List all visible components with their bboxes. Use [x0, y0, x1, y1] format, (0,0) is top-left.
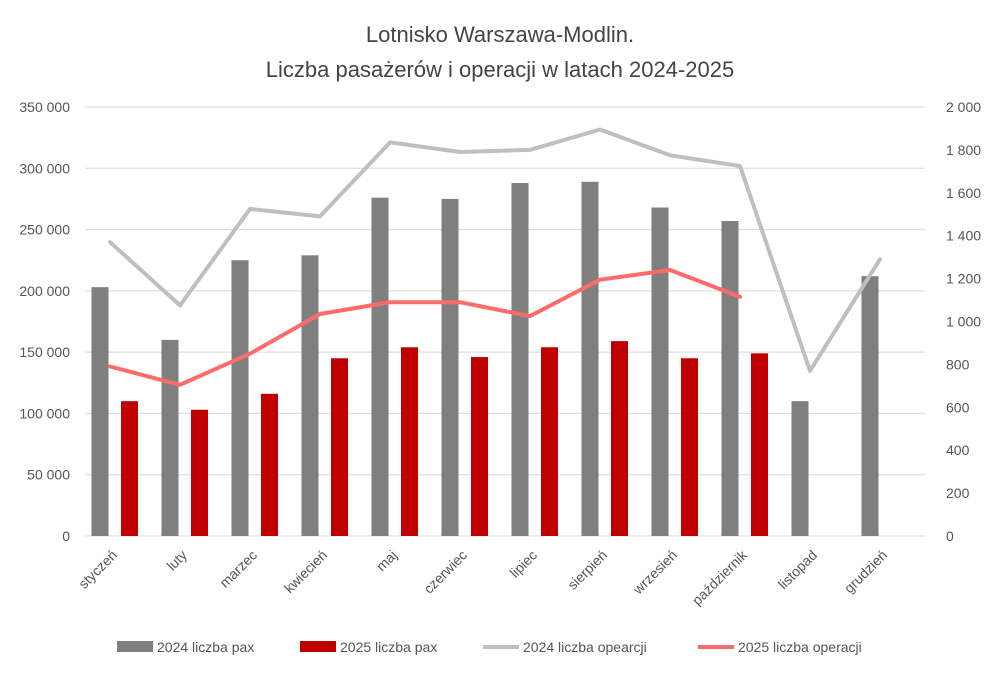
left-tick-label: 300 000: [19, 160, 70, 176]
bar-series: [91, 181, 879, 537]
bar-2025-liczba-pax: [331, 358, 348, 536]
bar-2024-liczba-pax: [581, 181, 599, 537]
bar-2025-liczba-pax: [191, 409, 208, 536]
chart-title-line-1: Lotnisko Warszawa-Modlin.: [366, 22, 634, 47]
bar-2024-liczba-pax: [791, 401, 809, 536]
category-label: sierpień: [564, 547, 610, 593]
bar-2024-liczba-pax: [161, 339, 179, 536]
category-label: grudzień: [841, 547, 890, 596]
bar-2024-liczba-pax: [511, 182, 529, 536]
bar-2025-liczba-pax: [541, 347, 558, 536]
legend-label: 2025 liczba pax: [340, 639, 437, 655]
chart-title-line-2: Liczba pasażerów i operacji w latach 202…: [266, 57, 734, 82]
line-2025-liczba-operacji: [108, 268, 742, 387]
bar-2025-liczba-pax: [261, 393, 278, 536]
left-axis-ticks: 0 50 000 100 000 150 000 200 000 250 000 300 0…: [19, 99, 70, 544]
left-tick-label: 0: [62, 528, 70, 544]
bar-2025-liczba-pax: [751, 353, 768, 536]
right-tick-label: 1 200: [946, 271, 981, 287]
legend-label: 2025 liczba operacji: [738, 639, 862, 655]
legend-label: 2024 liczba pax: [157, 639, 254, 655]
bar-2024-liczba-pax: [861, 276, 879, 536]
legend-swatch: [117, 641, 153, 652]
bar-2024-liczba-pax: [441, 198, 459, 536]
category-axis: styczeń luty marzec kwiecień maj czerwiec lipi…: [75, 546, 890, 608]
bar-2025-liczba-pax: [611, 341, 628, 536]
category-label: listopad: [775, 547, 820, 592]
right-tick-label: 2 000: [946, 99, 981, 115]
legend-label: 2024 liczba opearcji: [523, 639, 647, 655]
right-tick-label: 800: [946, 356, 970, 372]
bar-2024-liczba-pax: [231, 260, 249, 536]
right-tick-label: 1 800: [946, 142, 981, 158]
bar-2024-liczba-pax: [91, 287, 109, 536]
right-tick-label: 1 400: [946, 228, 981, 244]
legend: 2024 liczba pax 2025 liczba pax 2024 liczb…: [117, 639, 862, 655]
right-tick-label: 400: [946, 442, 970, 458]
bar-2024-liczba-pax: [721, 220, 739, 536]
left-tick-label: 100 000: [19, 405, 70, 421]
bar-2024-liczba-pax: [301, 255, 319, 536]
bar-2025-liczba-pax: [681, 358, 698, 536]
gridlines: [85, 106, 925, 537]
right-tick-label: 0: [946, 528, 954, 544]
category-label: luty: [163, 547, 190, 574]
category-label: maj: [373, 547, 400, 574]
bar-2025-liczba-pax: [401, 347, 418, 536]
bar-2025-liczba-pax: [471, 357, 488, 536]
category-label: kwiecień: [281, 547, 330, 596]
left-tick-label: 350 000: [19, 99, 70, 115]
category-label: styczeń: [75, 547, 120, 592]
right-tick-label: 200: [946, 485, 970, 501]
right-axis-ticks: 0 200 400 600 800 1 000 1 200 1 400 1 600 1 800 2 …: [946, 99, 981, 544]
legend-swatch: [300, 641, 336, 652]
line-2024-liczba-opearcji: [108, 127, 882, 373]
right-tick-label: 1 600: [946, 185, 981, 201]
left-tick-label: 250 000: [19, 222, 70, 238]
bar-2024-liczba-pax: [651, 207, 669, 536]
right-tick-label: 600: [946, 399, 970, 415]
left-tick-label: 150 000: [19, 344, 70, 360]
bar-2025-liczba-pax: [121, 401, 138, 536]
category-label: lipiec: [506, 547, 540, 581]
right-tick-label: 1 000: [946, 314, 981, 330]
category-label: marzec: [216, 547, 260, 591]
left-tick-label: 50 000: [27, 467, 70, 483]
category-label: wrzesień: [629, 547, 680, 598]
bar-2024-liczba-pax: [371, 197, 389, 536]
left-tick-label: 200 000: [19, 283, 70, 299]
category-label: październik: [689, 546, 751, 608]
category-label: czerwiec: [420, 547, 470, 597]
line-series: [108, 127, 882, 387]
